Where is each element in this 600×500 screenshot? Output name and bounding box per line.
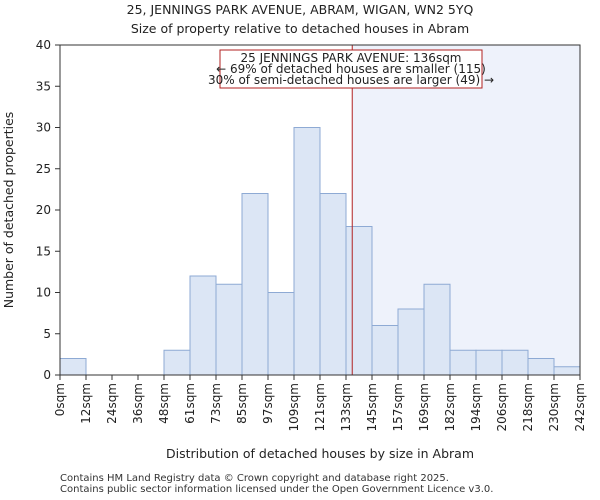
x-tick-label: 97sqm xyxy=(261,383,275,424)
histogram-bar xyxy=(215,283,243,376)
annotation-line-3: 30% of semi-detached houses are larger (… xyxy=(208,73,494,87)
x-tick-label: 36sqm xyxy=(131,383,145,424)
histogram-bar xyxy=(423,283,451,376)
histogram-bar xyxy=(449,349,477,376)
y-tick-label: 30 xyxy=(36,121,51,135)
x-axis-label: Distribution of detached houses by size … xyxy=(166,446,474,461)
histogram-bar xyxy=(293,127,321,376)
y-tick-label: 20 xyxy=(36,203,51,217)
x-tick-label: 85sqm xyxy=(235,383,249,424)
bars xyxy=(59,127,581,376)
histogram-bar xyxy=(241,193,269,376)
y-tick-label: 10 xyxy=(36,286,51,300)
chart-title: 25, JENNINGS PARK AVENUE, ABRAM, WIGAN, … xyxy=(126,2,474,17)
x-tick-label: 230sqm xyxy=(547,383,561,431)
histogram-bar xyxy=(163,349,191,376)
x-tick-label: 12sqm xyxy=(79,383,93,424)
histogram-bar xyxy=(59,358,87,376)
x-tick-label: 121sqm xyxy=(313,383,327,431)
y-tick-label: 0 xyxy=(43,368,51,382)
y-tick-label: 5 xyxy=(43,327,51,341)
annotation-frame xyxy=(219,49,483,89)
annotation-line-1: 25 JENNINGS PARK AVENUE: 136sqm xyxy=(241,51,462,65)
footer-licence: Contains public sector information licen… xyxy=(60,484,494,495)
y-tick-label: 25 xyxy=(36,162,51,176)
x-tick-label: 24sqm xyxy=(105,383,119,424)
y-axis-label: Number of detached properties xyxy=(1,112,16,309)
x-tick-label: 73sqm xyxy=(209,383,223,424)
x-tick-label: 109sqm xyxy=(287,383,301,431)
x-tick-label: 182sqm xyxy=(443,383,457,431)
y-axis-ticks: 0 5 10 15 20 25 30 35 40 xyxy=(36,38,60,382)
histogram-bar xyxy=(501,349,529,376)
histogram-bar xyxy=(397,308,425,376)
y-tick-label: 35 xyxy=(36,79,51,93)
histogram-bar xyxy=(527,358,555,376)
x-tick-label: 194sqm xyxy=(469,383,483,431)
histogram-bar xyxy=(371,325,399,376)
x-tick-label: 145sqm xyxy=(365,383,379,431)
y-tick-label: 40 xyxy=(36,38,51,52)
x-tick-label: 157sqm xyxy=(391,383,405,431)
x-tick-label: 218sqm xyxy=(521,383,535,431)
x-tick-label: 206sqm xyxy=(495,383,509,431)
footer-copyright: Contains HM Land Registry data © Crown c… xyxy=(60,473,449,484)
x-tick-label: 0sqm xyxy=(53,383,67,416)
x-axis-ticks: 0sqm 12sqm 24sqm 36sqm 48sqm 61sqm 73sqm 85sqm 9… xyxy=(53,375,587,431)
chart-subtitle: Size of property relative to detached ho… xyxy=(130,21,470,36)
histogram-bar xyxy=(475,349,503,376)
x-tick-label: 61sqm xyxy=(183,383,197,424)
annotation-box: 25 JENNINGS PARK AVENUE: 136sqm ← 69% of… xyxy=(208,49,494,89)
histogram-bar xyxy=(189,275,217,376)
x-tick-label: 242sqm xyxy=(573,383,587,431)
y-tick-label: 15 xyxy=(36,244,51,258)
x-tick-label: 169sqm xyxy=(417,383,431,431)
histogram-bar xyxy=(553,366,581,376)
histogram-bar xyxy=(319,193,347,376)
x-tick-label: 48sqm xyxy=(157,383,171,424)
highlight-region xyxy=(352,45,580,375)
annotation-line-2: ← 69% of detached houses are smaller (11… xyxy=(216,62,486,76)
histogram-bar xyxy=(267,292,295,376)
x-tick-label: 133sqm xyxy=(339,383,353,431)
histogram-bar xyxy=(345,226,373,376)
